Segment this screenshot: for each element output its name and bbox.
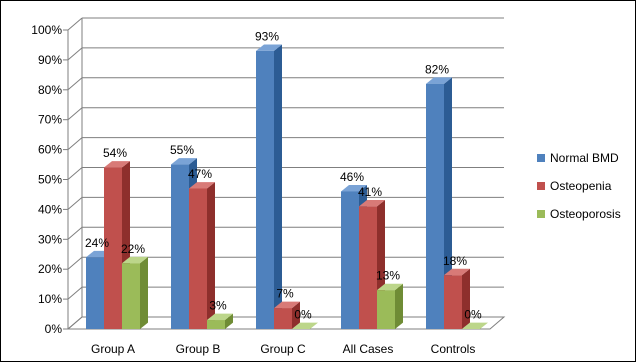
data-label: 93% — [255, 30, 279, 44]
data-label: 82% — [425, 62, 449, 76]
bar — [274, 308, 292, 329]
gridline-diagonal — [67, 107, 83, 121]
bar — [104, 167, 122, 329]
data-label: 0% — [294, 308, 312, 322]
bar — [122, 263, 140, 329]
bar — [341, 191, 359, 329]
legend: Normal BMD Osteopenia Osteoporosis — [537, 151, 621, 221]
data-labels: 24%54%22%55%47%3%93%7%0%46%41%13%82%18%0… — [85, 30, 482, 322]
data-label: 18% — [443, 254, 467, 268]
bar — [256, 50, 274, 330]
data-label: 13% — [376, 269, 400, 283]
gridline-diagonal — [67, 197, 83, 210]
bar — [359, 206, 377, 329]
y-tick-label: 20% — [38, 262, 62, 276]
x-category-label: Controls — [431, 342, 476, 356]
y-tick-label: 100% — [31, 23, 62, 37]
bar — [377, 290, 395, 329]
bar-top — [274, 301, 300, 309]
x-category-label: All Cases — [343, 342, 394, 356]
bar — [171, 164, 189, 329]
bar-top — [377, 283, 403, 291]
data-label: 47% — [188, 167, 212, 181]
y-tick-label: 30% — [38, 232, 62, 246]
gridline-diagonal — [67, 256, 83, 270]
data-label: 46% — [340, 170, 364, 184]
bar-top — [256, 44, 282, 51]
x-category-label: Group B — [176, 342, 221, 356]
bar-top — [341, 185, 367, 192]
data-label: 7% — [276, 287, 294, 301]
x-category-label: Group A — [91, 342, 135, 356]
bar-side — [395, 283, 403, 329]
bar-side — [292, 301, 300, 329]
y-tick-label: 70% — [38, 113, 62, 127]
legend-label: Osteopenia — [550, 179, 612, 193]
gridline-diagonal — [67, 286, 83, 300]
data-label: 3% — [209, 299, 227, 313]
legend-label: Osteoporosis — [550, 207, 621, 221]
bar-side — [207, 182, 215, 329]
bar-side — [462, 268, 470, 329]
bar-side — [444, 77, 452, 329]
bar-top — [207, 313, 233, 321]
y-axis-ticks: 0% 10% 20% 30% 40% 50% 60% 70% 80% 90% 100% — [31, 23, 62, 336]
y-tick-label: 90% — [38, 53, 62, 67]
bar — [426, 83, 444, 329]
y-tick-label: 0% — [45, 322, 63, 336]
bar — [444, 275, 462, 329]
bar-top — [292, 322, 318, 329]
legend-label: Normal BMD — [550, 151, 619, 165]
y-tick-label: 50% — [38, 173, 62, 187]
bar-top — [462, 322, 488, 329]
bar-top — [122, 256, 148, 264]
bar-top — [359, 200, 385, 207]
bar — [207, 320, 225, 329]
gridline-diagonal — [67, 47, 83, 61]
gridline-diagonal — [67, 226, 83, 240]
bar-side — [140, 256, 148, 329]
bar-top — [444, 268, 470, 276]
x-axis-categories: Group A Group B Group C All Cases Controls — [91, 342, 475, 356]
bar-side — [225, 313, 233, 329]
gridline-diagonal — [67, 167, 83, 180]
y-tick-label: 10% — [38, 292, 62, 306]
legend-swatch — [537, 182, 545, 190]
x-category-label: Group C — [260, 342, 306, 356]
data-label: 41% — [358, 185, 382, 199]
data-label: 22% — [121, 242, 145, 256]
bar-top — [104, 161, 130, 168]
data-label: 55% — [170, 143, 194, 157]
y-tick-label: 60% — [38, 143, 62, 157]
y-tick-label: 40% — [38, 202, 62, 216]
bar-top — [426, 77, 452, 84]
bar-side — [274, 44, 282, 329]
bar-top — [171, 158, 197, 165]
gridline-diagonal — [67, 137, 83, 150]
gridline-diagonal — [67, 17, 83, 31]
gridline-diagonal — [67, 77, 83, 91]
data-label: 54% — [103, 146, 127, 160]
legend-swatch — [537, 210, 545, 218]
data-label: 0% — [464, 308, 482, 322]
y-tick-label: 80% — [38, 83, 62, 97]
legend-swatch — [537, 154, 545, 162]
bar — [189, 188, 207, 329]
bar — [86, 257, 104, 329]
bar-top — [189, 182, 215, 189]
data-label: 24% — [85, 236, 109, 250]
bars — [86, 44, 488, 330]
